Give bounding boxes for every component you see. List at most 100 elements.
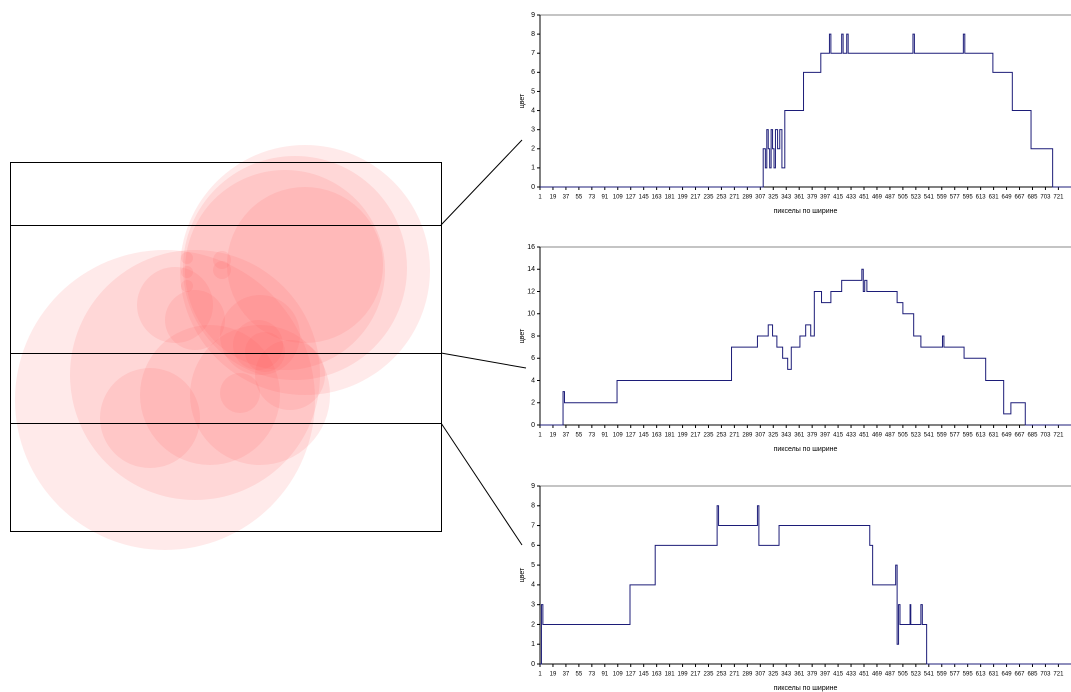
x-tick-label: 667: [1015, 672, 1026, 678]
x-tick-label: 271: [729, 195, 740, 201]
x-tick-label: 55: [576, 433, 583, 439]
x-tick-label: 415: [833, 433, 844, 439]
x-tick-label: 73: [588, 195, 595, 201]
x-tick-label: 343: [781, 672, 792, 678]
x-tick-label: 397: [820, 195, 831, 201]
x-tick-label: 361: [794, 433, 805, 439]
x-tick-label: 631: [989, 195, 1000, 201]
x-tick-label: 415: [833, 195, 844, 201]
x-tick-label: 19: [550, 672, 557, 678]
x-tick-label: 649: [1002, 195, 1013, 201]
circle: [183, 156, 407, 380]
x-tick-label: 469: [872, 195, 883, 201]
x-tick-label: 217: [691, 195, 702, 201]
circle: [220, 295, 300, 375]
x-tick-label: 181: [665, 433, 676, 439]
x-tick-label: 145: [639, 672, 650, 678]
slice-frame: [10, 139, 527, 546]
x-tick-label: 541: [924, 672, 935, 678]
x-tick-label: 415: [833, 672, 844, 678]
x-tick-label: 433: [846, 433, 857, 439]
y-tick-label: 16: [527, 244, 535, 251]
x-tick-label: 73: [588, 433, 595, 439]
data-line: [540, 33, 1071, 188]
y-tick-label: 0: [531, 184, 535, 191]
x-tick-label: 91: [601, 195, 608, 201]
x-tick-label: 109: [613, 195, 624, 201]
x-tick-label: 685: [1027, 433, 1038, 439]
x-tick-label: 307: [755, 433, 766, 439]
circle: [100, 368, 200, 468]
circle: [181, 252, 193, 264]
x-tick-label: 109: [613, 433, 624, 439]
x-tick-label: 325: [768, 433, 779, 439]
y-tick-label: 9: [531, 12, 535, 19]
plot-area: [539, 485, 1071, 665]
y-tick-label: 5: [531, 562, 535, 569]
x-tick-label: 127: [626, 672, 637, 678]
x-tick-label: 55: [576, 195, 583, 201]
x-axis-title: пикселы по ширине: [774, 208, 838, 215]
y-tick-label: 7: [531, 50, 535, 57]
x-tick-label: 505: [898, 195, 909, 201]
x-tick-label: 235: [703, 195, 714, 201]
x-tick-label: 199: [678, 672, 689, 678]
x-tick-label: 397: [820, 433, 831, 439]
x-tick-label: 235: [703, 433, 714, 439]
circle: [233, 320, 283, 370]
x-tick-label: 721: [1053, 195, 1064, 201]
plot-area: [539, 14, 1071, 188]
x-tick-label: 253: [716, 672, 727, 678]
y-tick-label: 8: [531, 333, 535, 340]
x-axis-title: пикселы по ширине: [774, 446, 838, 453]
x-tick-label: 667: [1015, 433, 1026, 439]
x-tick-label: 667: [1015, 195, 1026, 201]
x-tick-label: 487: [885, 195, 896, 201]
x-tick-label: 433: [846, 195, 857, 201]
x-tick-label: 163: [652, 433, 663, 439]
x-tick-label: 271: [729, 672, 740, 678]
x-tick-label: 595: [963, 195, 974, 201]
circle: [137, 267, 213, 343]
x-tick-label: 541: [924, 433, 935, 439]
x-tick-label: 541: [924, 195, 935, 201]
x-tick-label: 199: [678, 195, 689, 201]
data-line: [540, 505, 1071, 665]
circle: [70, 250, 320, 500]
x-tick-label: 253: [716, 433, 727, 439]
connector: [440, 422, 523, 546]
circle: [213, 251, 231, 269]
y-tick-label: 4: [531, 582, 535, 589]
y-tick-label: 1: [531, 641, 535, 648]
x-tick-label: 577: [950, 195, 961, 201]
x-tick-label: 361: [794, 195, 805, 201]
x-tick-label: 685: [1027, 195, 1038, 201]
x-tick-label: 433: [846, 672, 857, 678]
x-tick-label: 613: [976, 672, 987, 678]
y-tick-label: 10: [527, 311, 535, 318]
x-tick-label: 289: [742, 433, 753, 439]
x-tick-label: 19: [550, 195, 557, 201]
y-axis-title: цвет: [519, 328, 526, 343]
x-tick-label: 469: [872, 672, 883, 678]
x-tick-label: 595: [963, 672, 974, 678]
x-tick-label: 127: [626, 195, 637, 201]
y-tick-label: 8: [531, 503, 535, 510]
circle: [255, 340, 325, 410]
x-axis-title: пикселы по ширине: [774, 685, 838, 692]
x-tick-label: 613: [976, 195, 987, 201]
y-tick-label: 4: [531, 107, 535, 114]
y-tick-label: 6: [531, 542, 535, 549]
x-tick-label: 559: [937, 672, 948, 678]
y-tick-label: 5: [531, 88, 535, 95]
y-tick-label: 3: [531, 127, 535, 134]
x-tick-label: 505: [898, 672, 909, 678]
x-tick-label: 523: [911, 672, 922, 678]
x-tick-label: 127: [626, 433, 637, 439]
y-tick-label: 6: [531, 69, 535, 76]
x-tick-label: 343: [781, 195, 792, 201]
circle: [245, 332, 285, 372]
circle: [181, 280, 193, 292]
data-line: [540, 268, 1071, 426]
